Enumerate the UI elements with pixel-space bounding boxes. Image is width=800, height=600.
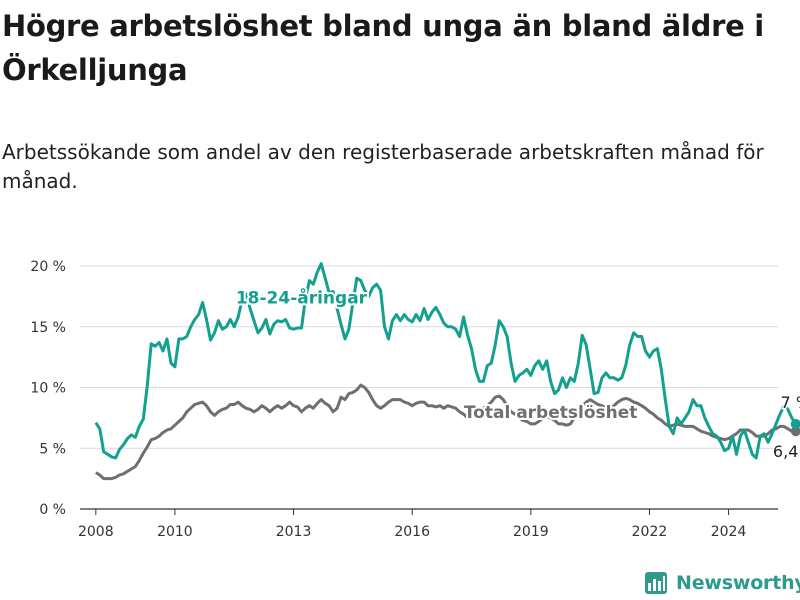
brand-logo: Newsworthy — [644, 568, 800, 598]
x-tick-label: 2013 — [276, 524, 312, 540]
end-value-label-18-24: 7 % — [781, 393, 800, 412]
chart-logo-icon — [645, 572, 667, 594]
y-tick-label: 15 % — [30, 320, 66, 336]
series-end-marker-total — [790, 426, 800, 437]
x-tick-label: 2024 — [711, 524, 747, 540]
y-tick-label: 10 % — [30, 381, 66, 397]
grid-lines — [80, 265, 778, 510]
x-tick-label: 2010 — [157, 524, 193, 540]
chart-subtitle: Arbetssökande som andel av den registerb… — [2, 140, 764, 193]
x-tick-label: 2008 — [78, 524, 114, 540]
y-tick-label: 20 % — [30, 259, 66, 275]
series-label-total: Total arbetslöshet — [464, 403, 638, 423]
x-tick-label: 2022 — [632, 524, 668, 540]
series-label-18-24: 18-24-åringar — [236, 287, 368, 309]
x-tick-label: 2016 — [394, 524, 430, 540]
series-labels: 18-24-åringar Total arbetslöshet 7 % 6,4 % — [234, 285, 800, 463]
x-tick-label: 2019 — [513, 524, 549, 540]
series-line-total — [95, 383, 796, 481]
series-line-18-24 — [94, 262, 798, 460]
series-end-marker-18-24 — [790, 418, 800, 429]
axes: 0 % 5 % 10 % 15 % 20 % 2008 2010 2013 2016 2019 20… — [30, 259, 746, 540]
brand-name: Newsworthy — [676, 572, 800, 594]
chart-title: Högre arbetslöshet bland unga än bland ä… — [2, 9, 764, 87]
y-tick-label: 0 % — [39, 502, 66, 518]
y-tick-label: 5 % — [39, 441, 66, 457]
end-value-label-total: 6,4 % — [773, 442, 800, 461]
series-lines — [94, 262, 800, 481]
